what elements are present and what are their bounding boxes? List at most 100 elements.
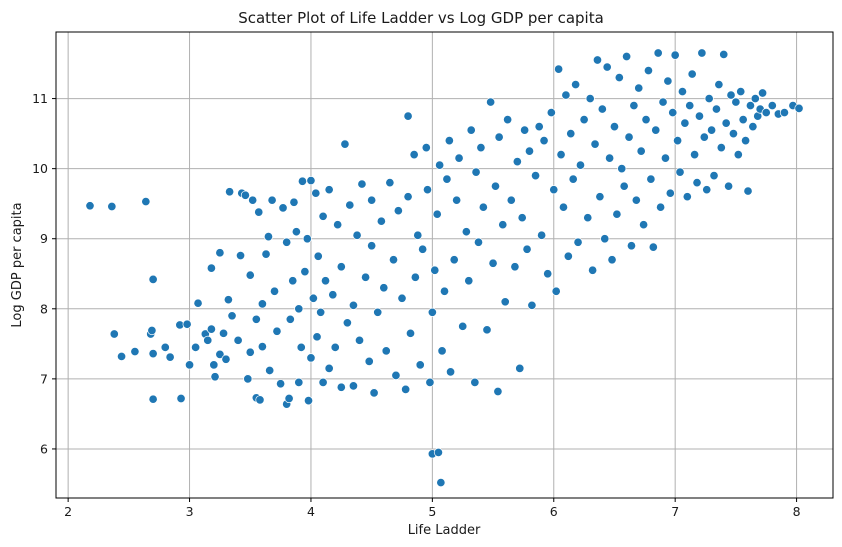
data-point	[494, 132, 504, 142]
data-point	[534, 122, 544, 132]
data-point	[486, 97, 496, 107]
data-point	[257, 342, 267, 352]
data-point	[614, 72, 624, 83]
data-point	[316, 307, 326, 317]
data-point	[687, 69, 697, 79]
data-point	[333, 220, 343, 230]
y-tick-label: 7	[40, 371, 48, 386]
data-point	[265, 365, 275, 376]
data-point	[573, 237, 583, 247]
data-point	[385, 178, 395, 188]
data-point	[261, 249, 271, 259]
data-point	[130, 346, 140, 357]
data-point	[388, 255, 399, 265]
data-point	[427, 307, 437, 317]
data-point	[470, 377, 480, 387]
data-point	[245, 347, 255, 357]
data-point	[379, 283, 389, 293]
data-point	[539, 136, 549, 146]
data-point	[648, 242, 658, 252]
data-point	[439, 286, 450, 296]
data-point	[367, 195, 377, 205]
data-point	[297, 176, 308, 186]
data-point	[646, 174, 656, 184]
data-point	[336, 262, 346, 272]
data-point	[285, 314, 295, 324]
data-point	[191, 342, 201, 352]
data-point	[243, 374, 253, 384]
data-point	[743, 186, 753, 196]
data-point	[235, 250, 246, 261]
data-point	[692, 178, 702, 188]
data-point	[165, 352, 175, 362]
data-point	[308, 293, 318, 303]
data-point	[278, 203, 288, 213]
data-point	[430, 265, 440, 275]
data-point	[354, 335, 365, 345]
data-point	[320, 276, 331, 286]
data-point	[410, 272, 420, 282]
data-point	[595, 192, 605, 202]
data-point	[590, 139, 600, 149]
data-point	[147, 325, 157, 336]
data-point	[551, 286, 561, 296]
data-point	[391, 370, 401, 380]
data-point	[568, 174, 578, 184]
data-point	[546, 108, 556, 118]
data-point	[592, 55, 603, 65]
data-point	[288, 276, 298, 286]
x-tick-label: 5	[428, 504, 436, 519]
data-point	[107, 201, 117, 212]
data-point	[673, 136, 683, 146]
data-point	[413, 230, 423, 240]
data-point	[473, 237, 484, 247]
x-tick-label: 7	[671, 504, 679, 519]
data-point	[605, 153, 615, 163]
data-point	[85, 201, 95, 211]
data-point	[225, 187, 235, 197]
data-point	[254, 207, 264, 217]
x-axis-label: Life Ladder	[408, 523, 481, 538]
data-point	[643, 65, 654, 76]
data-point	[421, 143, 431, 153]
data-point	[324, 185, 334, 195]
data-point	[675, 167, 685, 177]
data-point	[660, 153, 671, 163]
data-point	[680, 118, 690, 128]
data-point	[409, 150, 419, 160]
data-point	[352, 230, 362, 240]
data-point	[318, 377, 328, 387]
y-axis-label: Log GDP per capita	[10, 202, 25, 327]
data-point	[109, 329, 119, 339]
y-tick-label: 6	[40, 441, 48, 456]
data-point	[690, 150, 700, 160]
data-point	[767, 101, 777, 111]
data-point	[203, 335, 213, 345]
x-tick-label: 2	[64, 504, 72, 519]
x-tick-label: 4	[307, 504, 315, 519]
data-point	[600, 234, 610, 244]
data-point	[728, 129, 738, 139]
data-point	[415, 360, 425, 370]
data-point	[294, 304, 304, 314]
x-tick-label: 6	[550, 504, 558, 519]
data-point	[617, 164, 627, 174]
data-point	[585, 94, 595, 104]
data-point	[558, 202, 569, 212]
data-point	[240, 190, 250, 200]
data-point	[376, 216, 386, 226]
data-point	[609, 122, 620, 132]
y-tick-label: 8	[40, 301, 48, 316]
data-point	[464, 276, 474, 286]
data-point	[461, 227, 471, 237]
data-point	[405, 328, 416, 338]
data-point	[245, 270, 255, 280]
data-point	[641, 115, 651, 125]
data-point	[651, 125, 661, 135]
data-point	[524, 146, 535, 156]
data-point	[433, 447, 443, 458]
data-point	[668, 108, 678, 118]
data-point	[624, 132, 634, 142]
data-point	[311, 188, 321, 198]
